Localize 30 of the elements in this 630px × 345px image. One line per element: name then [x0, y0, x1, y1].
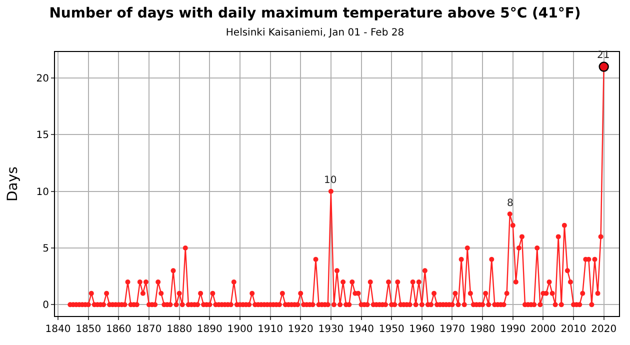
- x-tick-label: 1960: [409, 324, 435, 335]
- x-tick-label: 1880: [166, 324, 192, 335]
- x-tick-label: 1920: [288, 324, 314, 335]
- x-tick-label: 1970: [440, 324, 465, 335]
- y-tick-label: 0: [42, 300, 49, 312]
- y-tick-label: 10: [36, 186, 49, 198]
- x-tick-label: 1850: [76, 324, 102, 335]
- x-tick-label: 1940: [348, 324, 374, 335]
- y-axis-title: Days: [4, 166, 21, 202]
- chart-subtitle: Helsinki Kaisaniemi, Jan 01 - Feb 28: [226, 27, 404, 38]
- y-tick-label: 15: [36, 130, 49, 142]
- y-tick-label: 5: [42, 244, 49, 255]
- y-tick-label: 20: [36, 74, 49, 85]
- x-tick-label: 1900: [227, 324, 253, 335]
- x-tick-label: 1930: [318, 324, 344, 335]
- x-tick-label: 1890: [196, 324, 222, 335]
- x-tick-label: 1990: [500, 324, 526, 335]
- annotation: 21: [597, 50, 610, 61]
- x-tick-label: 1980: [470, 324, 496, 335]
- x-tick-label: 2010: [560, 324, 586, 335]
- x-tick-label: 2000: [530, 324, 556, 335]
- annotation: 8: [507, 198, 514, 209]
- x-tick-label: 1870: [136, 324, 162, 335]
- x-tick-label: 1840: [45, 324, 71, 335]
- x-tick-label: 1860: [106, 324, 132, 335]
- x-tick-label: 1910: [258, 324, 284, 335]
- annotation: 10: [324, 175, 337, 186]
- chart-title: Number of days with daily maximum temperature above 5°C (41°F): [49, 5, 581, 22]
- x-tick-label: 2020: [591, 324, 617, 335]
- x-tick-label: 1950: [378, 324, 404, 335]
